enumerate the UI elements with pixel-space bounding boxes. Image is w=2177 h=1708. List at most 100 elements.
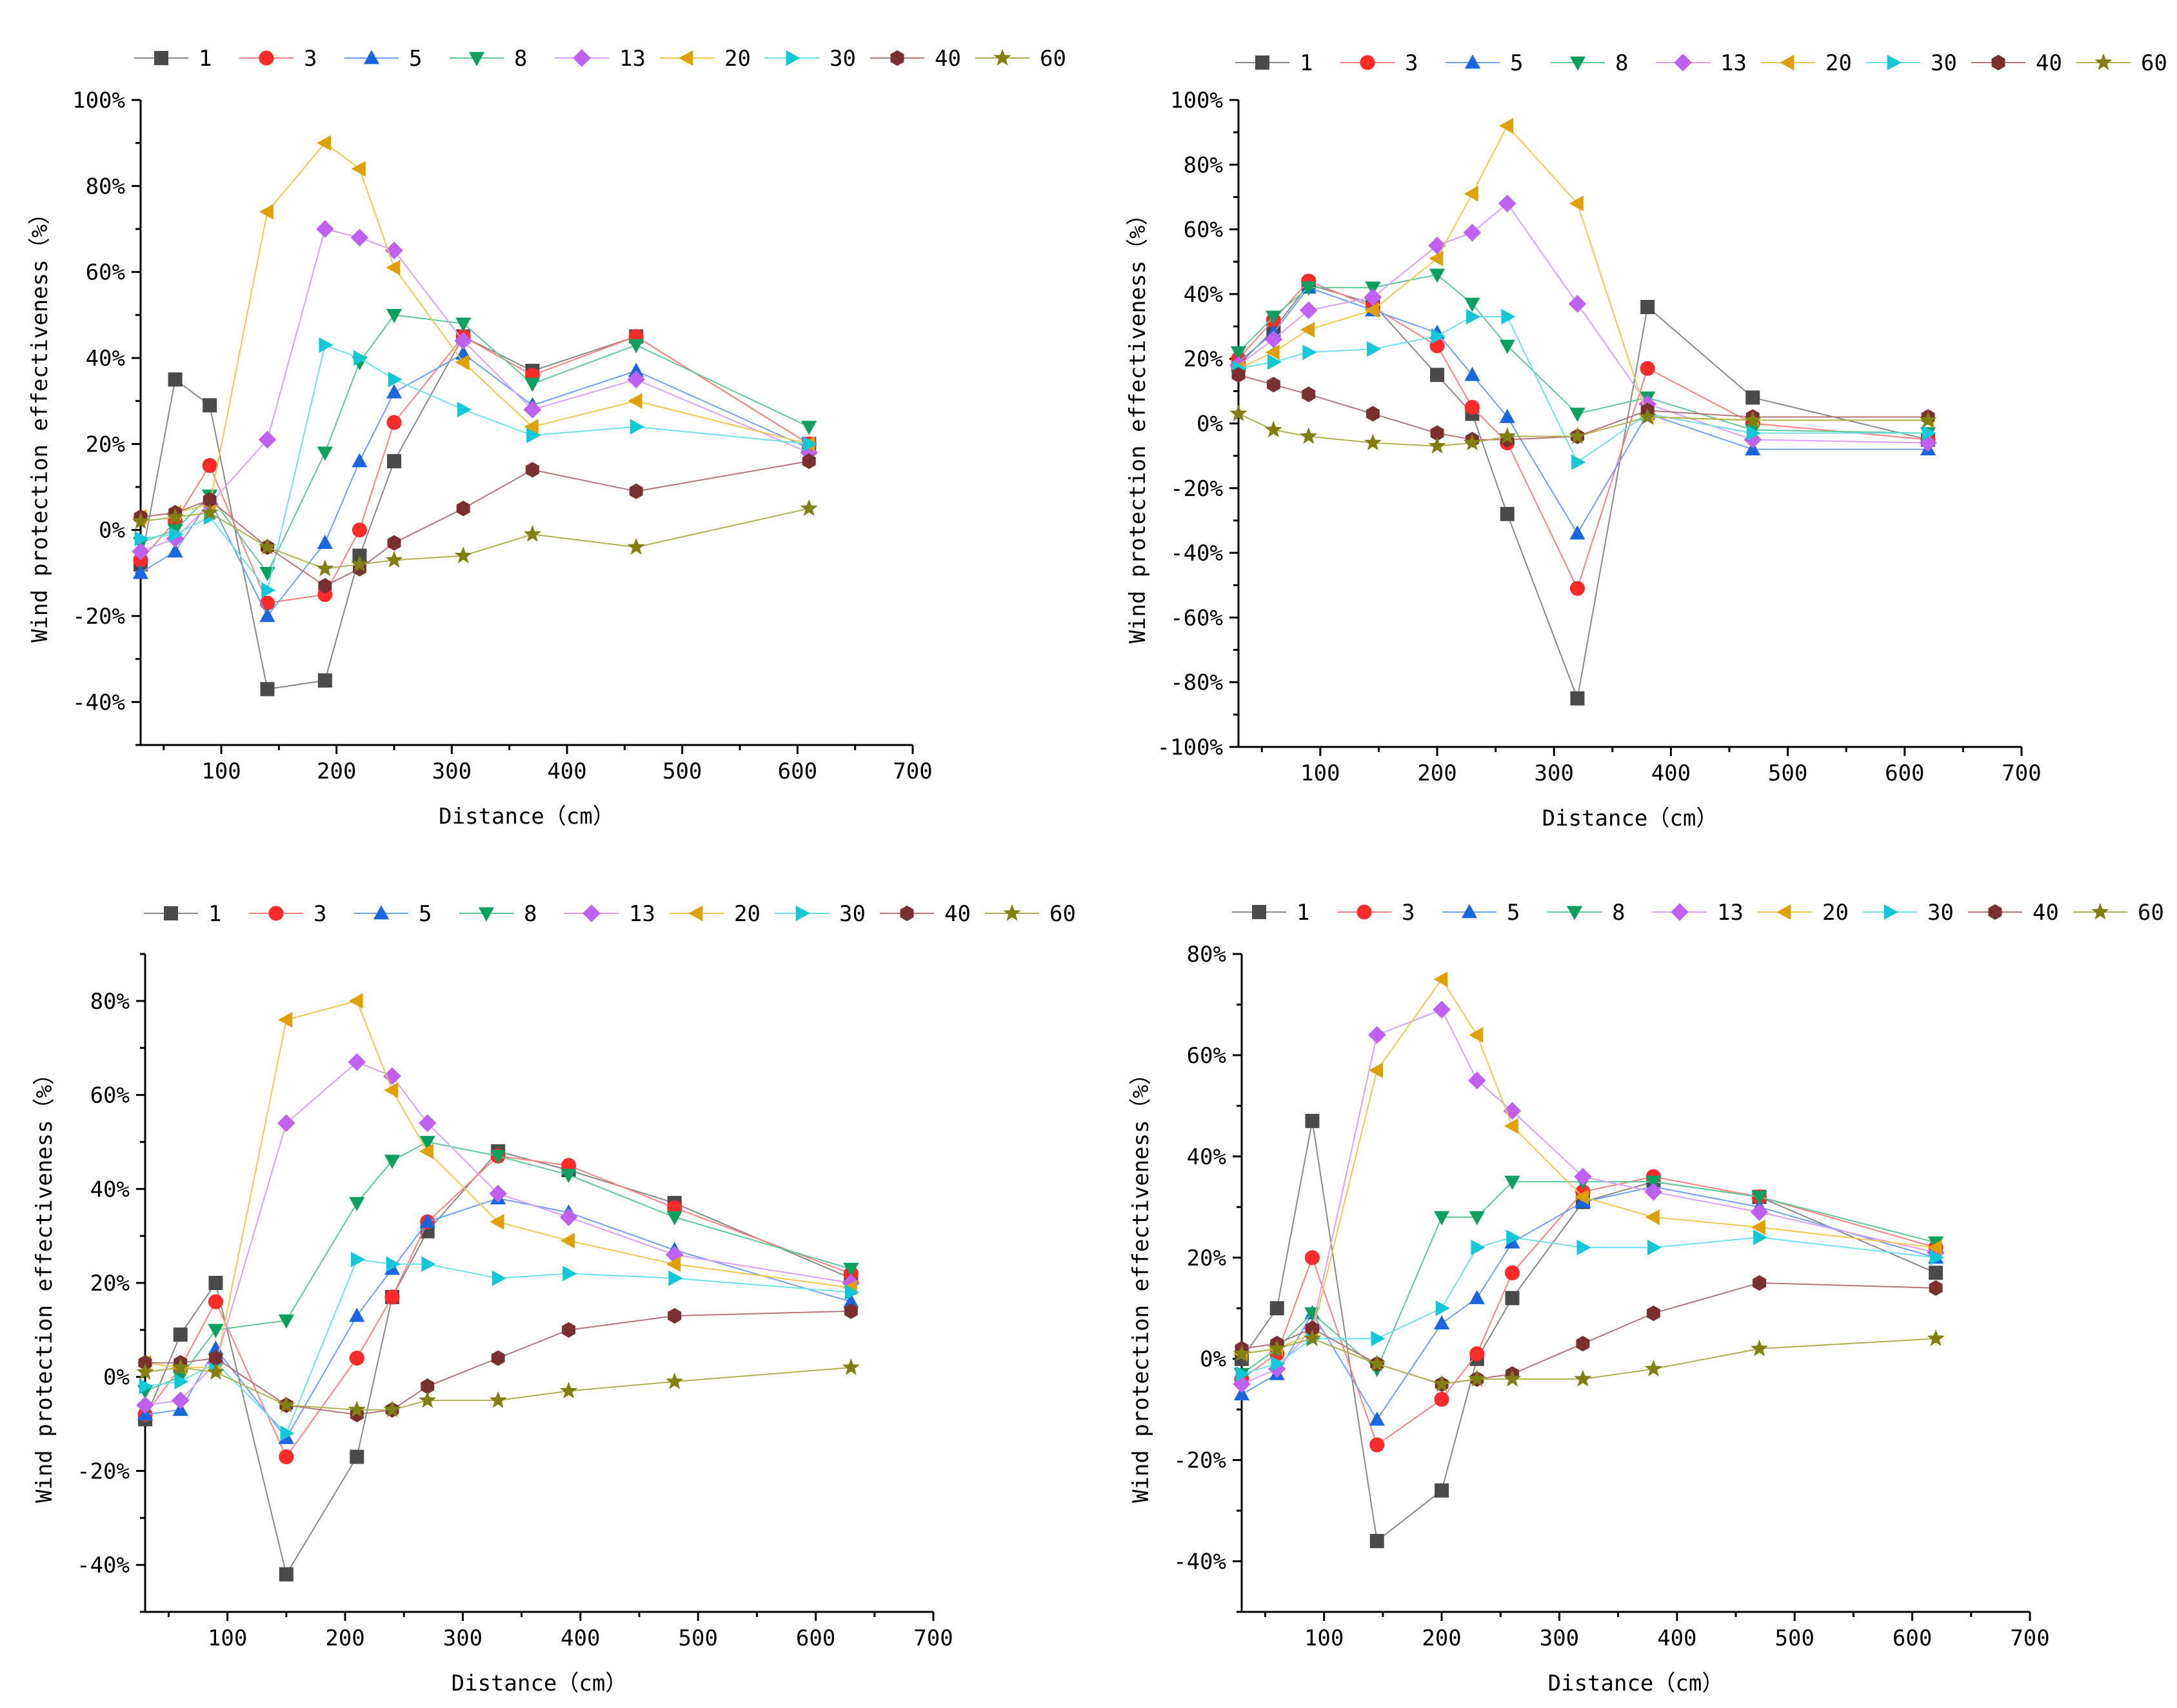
legend-marker-20 (1780, 54, 1794, 71)
data-point-20 (1751, 1219, 1765, 1235)
legend-label: 8 (1615, 50, 1628, 76)
data-point-8 (1429, 268, 1446, 283)
legend-marker-1 (1252, 905, 1266, 919)
data-point-1 (1430, 368, 1445, 382)
y-tick-label: -60% (1170, 605, 1223, 631)
legend-item-5: 5 (1446, 50, 1523, 76)
data-point-8 (666, 1211, 682, 1226)
data-point-60 (1364, 433, 1382, 451)
legend-item-40: 40 (1971, 50, 2062, 76)
data-point-1 (1640, 299, 1655, 314)
x-tick-label: 400 (561, 1625, 600, 1651)
legend-marker-8 (1569, 56, 1586, 71)
legend-marker-13 (582, 904, 601, 922)
legend-label: 40 (935, 46, 961, 72)
y-tick-label: 80% (90, 989, 130, 1015)
data-point-3 (259, 595, 275, 611)
legend-item-8: 8 (1551, 50, 1628, 76)
y-tick-label: -20% (1170, 476, 1223, 502)
data-point-60 (316, 559, 334, 577)
series-13 (132, 220, 818, 561)
legend-label: 60 (1040, 46, 1066, 72)
data-point-20 (1464, 186, 1478, 202)
data-point-13 (1468, 1071, 1486, 1089)
data-point-5 (1469, 1289, 1485, 1304)
data-point-3 (1434, 1391, 1449, 1407)
data-point-30 (139, 1378, 154, 1395)
y-tick-label: 0% (103, 1365, 130, 1391)
data-point-20 (351, 161, 366, 177)
data-point-30 (1922, 425, 1936, 441)
data-point-60 (1303, 1329, 1322, 1346)
data-point-30 (1466, 308, 1481, 325)
legend-item-30: 30 (765, 46, 856, 72)
data-point-40 (1366, 406, 1380, 422)
y-tick-label: 100% (1170, 88, 1223, 114)
legend-label: 13 (619, 46, 646, 72)
legend-item-30: 30 (1863, 900, 1954, 926)
x-tick-label: 100 (208, 1625, 247, 1651)
data-point-8 (455, 317, 472, 332)
legend-marker-40 (890, 50, 904, 66)
legend-item-5: 5 (1442, 900, 1520, 926)
legend-item-30: 30 (775, 901, 866, 927)
y-tick-label: 0% (99, 518, 125, 544)
data-point-1 (1369, 1534, 1384, 1549)
legend-marker-5 (1464, 54, 1481, 69)
data-point-1 (203, 398, 217, 413)
data-point-8 (801, 421, 817, 435)
data-point-60 (166, 508, 184, 525)
y-axis-title: Wind protection effectiveness（%） (32, 1063, 57, 1503)
data-point-20 (317, 135, 332, 151)
legend-label: 40 (2036, 50, 2062, 76)
data-point-30 (350, 1251, 365, 1267)
legend-item-8: 8 (1547, 900, 1625, 926)
legend-marker-13 (573, 49, 591, 67)
series-30 (1235, 1229, 1944, 1382)
data-point-40 (844, 1303, 858, 1319)
data-point-30 (1753, 1229, 1768, 1246)
y-tick-label: 80% (1187, 942, 1226, 968)
y-axis-title: Wind protection effectiveness（%） (27, 203, 53, 642)
legend-marker-5 (1461, 904, 1478, 919)
legend-label: 8 (514, 46, 527, 72)
data-point-5 (628, 362, 644, 377)
data-point-40 (562, 1322, 576, 1338)
y-tick-label: 60% (1184, 217, 1223, 243)
legend-label: 60 (2141, 50, 2167, 76)
series-line-20 (1241, 978, 1936, 1355)
legend-marker-3 (1357, 904, 1372, 920)
legend-marker-60 (993, 48, 1011, 66)
data-point-8 (1751, 1191, 1767, 1206)
y-tick-label: 80% (1184, 152, 1223, 178)
data-point-40 (802, 453, 816, 470)
data-point-5 (419, 1213, 435, 1228)
data-point-30 (174, 1373, 189, 1390)
legend-item-5: 5 (354, 901, 432, 927)
data-point-8 (1230, 346, 1247, 361)
x-tick-label: 600 (1885, 760, 1924, 786)
data-point-1 (1500, 506, 1515, 521)
legend-label: 60 (2138, 900, 2164, 926)
data-point-3 (279, 1449, 294, 1465)
data-point-30 (1501, 308, 1516, 325)
data-point-1 (168, 372, 183, 387)
data-point-60 (1233, 1344, 1251, 1362)
data-point-30 (319, 337, 333, 353)
legend-marker-8 (468, 52, 485, 66)
data-point-20 (1575, 1189, 1589, 1205)
legend-label: 1 (199, 46, 212, 72)
legend-marker-60 (2091, 902, 2109, 920)
legend: 1 3 5 8 13 20 30 40 60 (144, 901, 1076, 927)
legend-label: 40 (944, 901, 971, 927)
series-13 (136, 1053, 860, 1415)
series-13 (1229, 194, 1937, 452)
data-point-5 (1569, 525, 1586, 540)
data-point-60 (1433, 1375, 1451, 1392)
data-point-40 (421, 1378, 435, 1395)
data-point-8 (1433, 1211, 1450, 1226)
data-point-8 (1266, 310, 1282, 325)
data-point-60 (454, 546, 472, 564)
y-tick-label: 40% (1184, 282, 1223, 308)
data-point-8 (843, 1262, 859, 1277)
